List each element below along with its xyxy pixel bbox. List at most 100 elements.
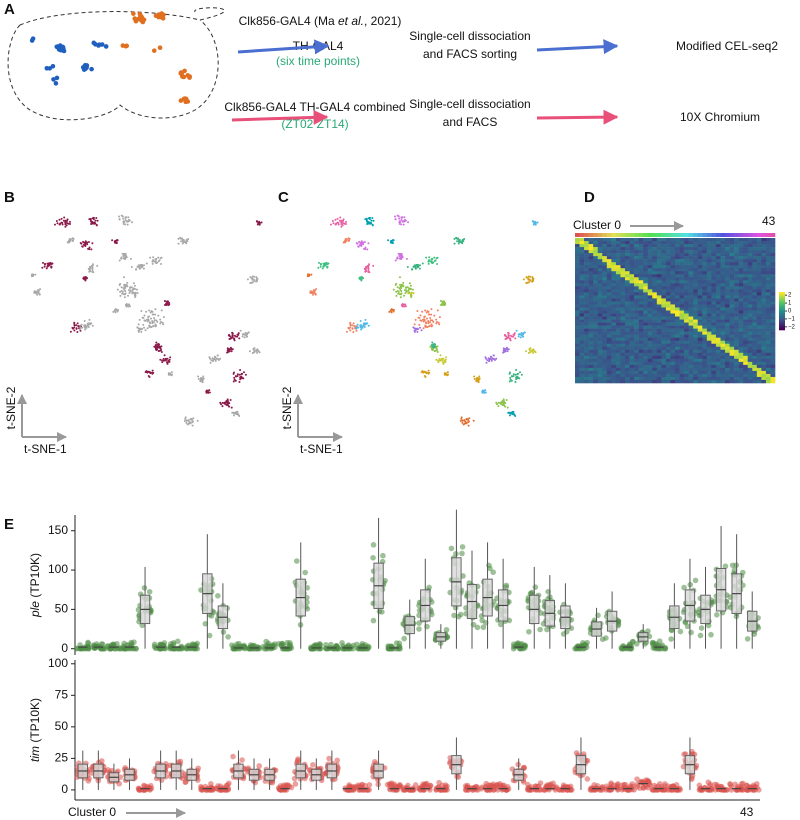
heatmap-cell	[729, 286, 735, 290]
heatmap-cell	[675, 301, 680, 305]
heatmap-cell	[647, 352, 653, 357]
heatmap-cell	[734, 292, 739, 296]
cell-dot	[405, 257, 408, 260]
heatmap-cell	[688, 355, 694, 360]
cell-dot	[255, 348, 258, 351]
heatmap-cell	[715, 289, 721, 293]
cell-dot	[403, 305, 406, 308]
jitter-dot	[526, 628, 532, 635]
heatmap-cell	[593, 277, 599, 281]
heatmap-cell	[688, 313, 694, 317]
heatmap-cell	[620, 349, 626, 354]
heatmap-cell	[584, 376, 589, 381]
cell-dot	[437, 361, 440, 364]
jitter-dot	[397, 645, 403, 652]
heatmap-cell	[693, 271, 699, 275]
cell-dot	[129, 290, 132, 293]
heatmap-cell	[661, 259, 667, 263]
cell-dot	[88, 269, 91, 272]
heatmap-cell	[765, 247, 771, 251]
heatmap-cell	[625, 238, 630, 242]
heatmap-cell	[720, 292, 726, 296]
heatmap-cell	[584, 331, 589, 335]
heatmap-cell	[684, 241, 689, 245]
heatmap-cell	[761, 346, 767, 351]
heatmap-cell	[638, 370, 644, 375]
heatmap-cell	[634, 373, 639, 378]
cell-dot	[403, 220, 406, 223]
heatmap-cell	[725, 325, 730, 329]
cell-dot	[512, 373, 515, 376]
cell-dot	[233, 337, 236, 340]
cell-dot	[66, 218, 69, 221]
cell-dot	[473, 377, 476, 380]
heatmap-cell	[697, 280, 703, 284]
cell-dot	[503, 349, 506, 352]
colorbar	[779, 297, 785, 300]
cell-dot	[404, 305, 407, 308]
cell-dot	[416, 310, 419, 313]
cell-dot	[124, 216, 127, 219]
cell-dot	[438, 316, 441, 319]
heatmap-cell	[675, 289, 680, 293]
heatmap-cell	[697, 346, 703, 351]
heatmap-cell	[665, 364, 671, 369]
cell-dot	[73, 329, 76, 332]
heatmap-cell	[634, 334, 639, 338]
cell-dot	[338, 219, 341, 222]
heatmap-cell	[647, 310, 653, 314]
heatmap-cell	[715, 295, 721, 299]
heatmap-cell	[665, 334, 671, 338]
cluster-strip	[720, 233, 726, 237]
jitter-dot	[681, 584, 687, 591]
neuron-dot	[44, 65, 50, 71]
heatmap-cell	[656, 241, 662, 245]
heatmap-cell	[752, 361, 758, 366]
heatmap-cell	[643, 337, 649, 342]
heatmap-cell	[711, 313, 717, 317]
heatmap-cell	[579, 244, 585, 248]
heatmap-cell	[761, 358, 767, 363]
heatmap-cell	[670, 367, 676, 372]
heatmap-cell	[706, 358, 712, 363]
cell-dot	[124, 304, 127, 307]
heatmap-cell	[588, 259, 594, 263]
heatmap-cell	[697, 379, 703, 384]
heatmap-cell	[711, 349, 717, 354]
heatmap-cell	[729, 331, 735, 335]
heatmap-cell	[611, 316, 617, 320]
cell-dot	[146, 320, 149, 323]
cell-dot	[434, 259, 437, 262]
heatmap-cell	[670, 301, 676, 305]
heatmap-cell	[725, 250, 730, 254]
cell-dot	[460, 416, 463, 419]
heatmap-cell	[688, 373, 694, 378]
heatmap-cell	[688, 328, 694, 332]
heatmap-cell	[734, 247, 739, 251]
heatmap-cell	[656, 373, 662, 378]
cell-dot	[343, 240, 346, 243]
heatmap-cell	[697, 340, 703, 345]
heatmap-cell	[765, 259, 771, 263]
heatmap-cell	[679, 319, 685, 323]
heatmap-cell	[693, 292, 699, 296]
heatmap-cell	[606, 274, 612, 278]
heatmap-cell	[720, 286, 726, 290]
heatmap-cell	[647, 370, 653, 375]
cell-dot	[411, 288, 414, 291]
heatmap-cell	[634, 247, 639, 251]
heatmap-cell	[734, 340, 739, 345]
heatmap-cell	[593, 238, 599, 242]
cluster-strip	[579, 233, 585, 237]
cell-dot	[148, 309, 151, 312]
heatmap-cell	[593, 265, 599, 269]
cell-dot	[510, 375, 513, 378]
cell-dot	[356, 323, 359, 326]
cell-dot	[123, 296, 126, 299]
heatmap-cell	[715, 376, 721, 381]
heatmap-cell	[702, 283, 708, 287]
heatmap-cell	[634, 301, 639, 305]
heatmap-cell	[625, 265, 630, 269]
heatmap-cell	[684, 325, 689, 329]
cluster-strip	[670, 233, 676, 237]
